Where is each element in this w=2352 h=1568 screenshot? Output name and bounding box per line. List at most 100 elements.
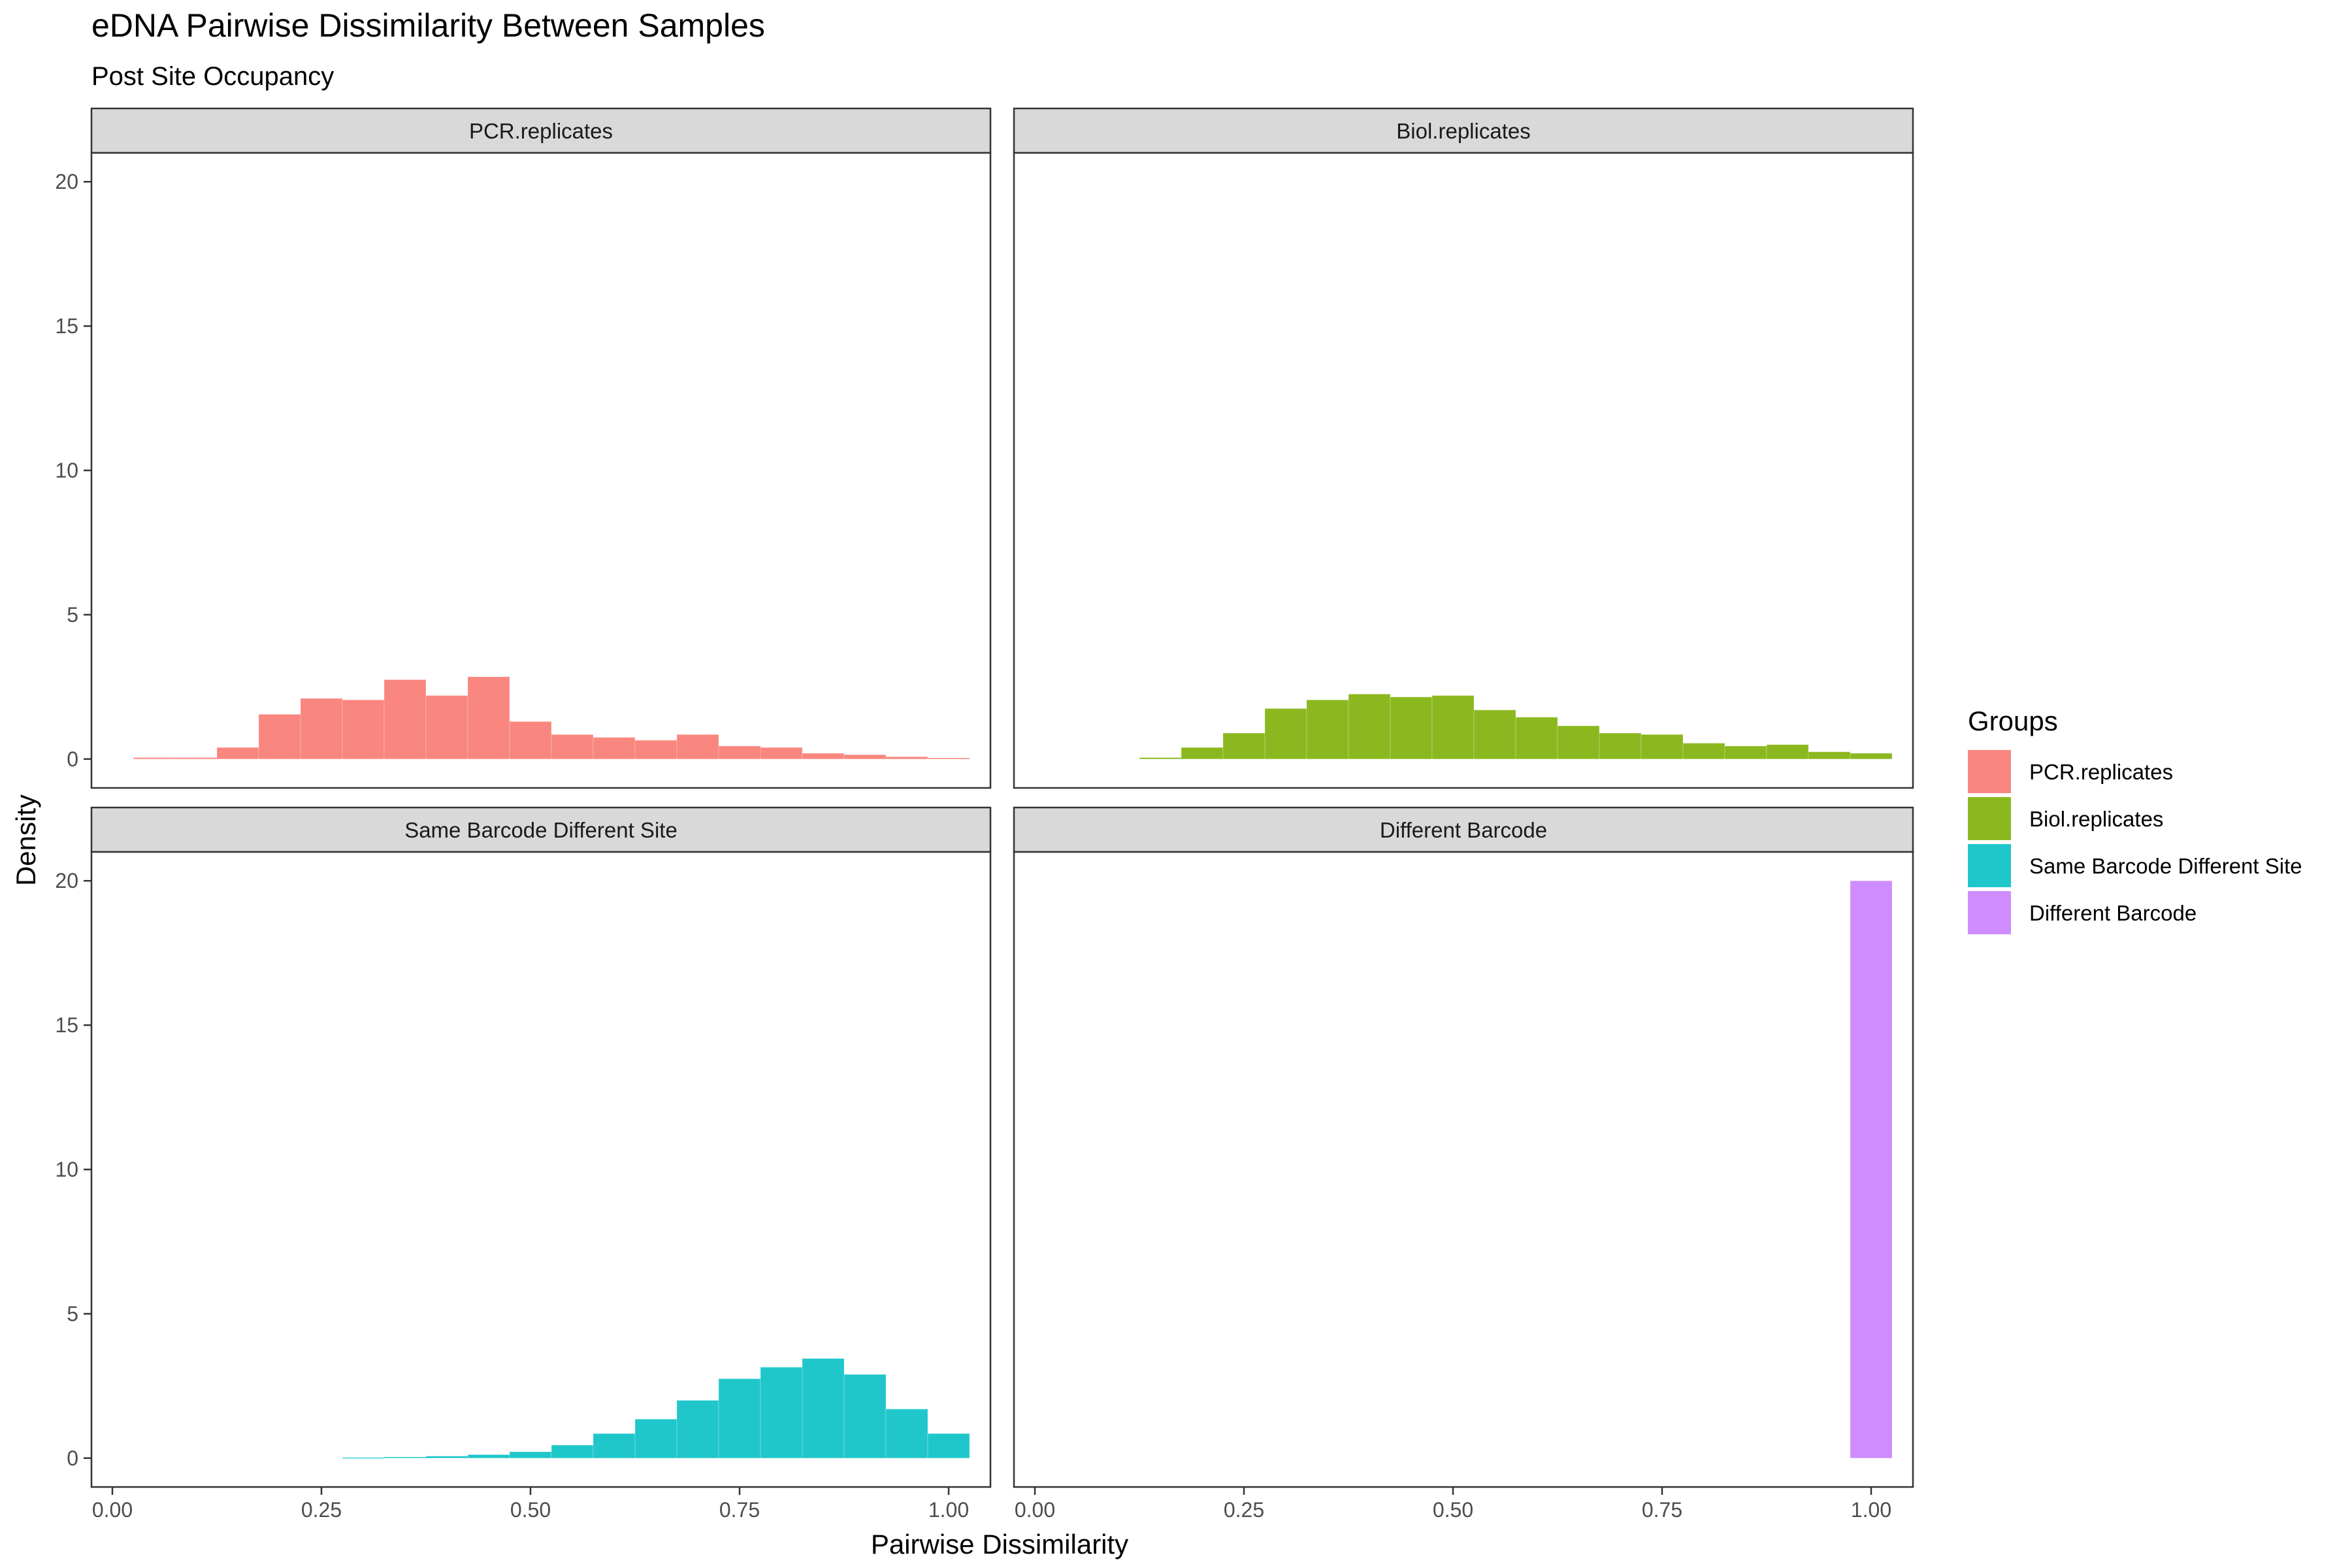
chart-title: eDNA Pairwise Dissimilarity Between Samp… xyxy=(91,7,765,44)
bar xyxy=(133,757,176,760)
bar xyxy=(843,1374,887,1459)
bar xyxy=(384,1456,427,1459)
panel-background xyxy=(91,153,990,788)
x-tick-label: 0.00 xyxy=(92,1498,133,1522)
facet-strip xyxy=(90,806,992,853)
bar xyxy=(216,747,259,760)
facet-strip xyxy=(1013,806,1914,853)
bar xyxy=(676,734,719,760)
bar xyxy=(676,1399,719,1459)
bar xyxy=(634,740,678,760)
bar xyxy=(1139,757,1182,760)
legend-label: Biol.replicates xyxy=(2029,807,2163,831)
bar xyxy=(1515,717,1558,760)
x-tick-label: 0.25 xyxy=(301,1498,342,1522)
legend-key xyxy=(1968,750,2011,793)
legend-item-different-barcode: Different Barcode xyxy=(1968,891,2197,934)
bar xyxy=(1850,753,1893,760)
legend-label: Same Barcode Different Site xyxy=(2029,854,2302,878)
y-tick-label: 15 xyxy=(55,1013,78,1037)
legend-key xyxy=(1968,891,2011,934)
y-tick-label: 10 xyxy=(55,1158,78,1181)
legend-items: PCR.replicates Biol.replicates Same Barcod… xyxy=(1968,750,2302,934)
bar xyxy=(1766,744,1809,760)
bar xyxy=(802,753,845,760)
bar xyxy=(467,1454,510,1459)
facet-different-barcode: Different Barcode 0.00 0.25 0.50 0.75 1.00 xyxy=(1013,806,1914,1522)
bar xyxy=(1599,732,1642,760)
bar xyxy=(1557,725,1600,760)
y-tick-label: 5 xyxy=(67,1302,78,1326)
panel-border xyxy=(1013,152,1914,789)
bar xyxy=(885,1409,928,1459)
x-axis-label: Pairwise Dissimilarity xyxy=(871,1529,1128,1560)
facet-strip xyxy=(90,107,992,154)
bar xyxy=(384,679,427,760)
x-tick-label: 0.75 xyxy=(1642,1498,1682,1522)
x-tick-label: 1.00 xyxy=(928,1498,969,1522)
y-tick-label: 15 xyxy=(55,314,78,338)
bar xyxy=(1724,745,1767,760)
bar xyxy=(551,1445,594,1459)
y-axis-label: Density xyxy=(10,794,41,886)
x-tick-label: 1.00 xyxy=(1851,1498,1891,1522)
facet-pcr-replicates: PCR.replicates 0 5 10 15 20 xyxy=(55,107,992,789)
facet-same-barcode-different-site: Same Barcode Different Site 0 5 10 15 20 0.00 0… xyxy=(55,806,992,1522)
x-tick-label: 0.50 xyxy=(1433,1498,1473,1522)
bar xyxy=(593,737,636,760)
chart-subtitle: Post Site Occupancy xyxy=(91,62,334,91)
facet-strip xyxy=(1013,107,1914,154)
bar xyxy=(1641,734,1684,760)
bar xyxy=(551,734,594,760)
histogram-bars xyxy=(133,676,970,760)
bar xyxy=(509,1451,552,1459)
bar xyxy=(1390,696,1433,760)
panel-background xyxy=(1014,852,1913,1487)
bar xyxy=(509,721,552,760)
x-tick-label: 0.25 xyxy=(1224,1498,1264,1522)
bar xyxy=(1306,699,1349,760)
bar xyxy=(927,757,970,760)
facet-panels: PCR.replicates 0 5 10 15 20 Biol.replicates Sam… xyxy=(55,107,1914,1522)
legend-title: Groups xyxy=(1968,706,2058,736)
panel-background xyxy=(1014,153,1913,788)
facet-biol-replicates: Biol.replicates xyxy=(1013,107,1914,789)
y-tick-label: 0 xyxy=(67,747,78,771)
facet-strip-label: PCR.replicates xyxy=(469,119,613,143)
legend-key xyxy=(1968,844,2011,887)
bar xyxy=(1682,743,1725,760)
bar xyxy=(174,757,218,760)
y-tick-label: 10 xyxy=(55,459,78,482)
y-tick-label: 20 xyxy=(55,869,78,892)
bar xyxy=(760,1367,803,1459)
bar xyxy=(425,1456,468,1459)
histogram-bars xyxy=(342,1358,970,1459)
legend-item-biol-replicates: Biol.replicates xyxy=(1968,797,2163,840)
bar xyxy=(1348,693,1391,760)
bar xyxy=(634,1418,678,1459)
y-tick-label: 0 xyxy=(67,1446,78,1470)
bar xyxy=(802,1358,845,1459)
bar xyxy=(467,676,510,760)
x-tick-label: 0.75 xyxy=(719,1498,760,1522)
bar xyxy=(300,698,343,760)
bar xyxy=(927,1433,970,1459)
bar xyxy=(885,756,928,760)
bar xyxy=(843,754,887,760)
bar xyxy=(258,713,301,760)
bar xyxy=(1264,708,1307,760)
facet-strip-label: Same Barcode Different Site xyxy=(404,818,678,842)
facet-strip-label: Biol.replicates xyxy=(1396,119,1530,143)
x-tick-label: 0.50 xyxy=(510,1498,551,1522)
bar xyxy=(1808,751,1851,760)
legend-label: PCR.replicates xyxy=(2029,760,2173,784)
legend-item-pcr-replicates: PCR.replicates xyxy=(1968,750,2173,793)
bar xyxy=(760,747,803,760)
bar xyxy=(1222,732,1266,760)
legend-item-same-barcode-different-site: Same Barcode Different Site xyxy=(1968,844,2302,887)
bar xyxy=(342,1457,385,1459)
y-tick-label: 20 xyxy=(55,170,78,193)
facet-strip-label: Different Barcode xyxy=(1380,818,1547,842)
bar xyxy=(1473,710,1516,760)
